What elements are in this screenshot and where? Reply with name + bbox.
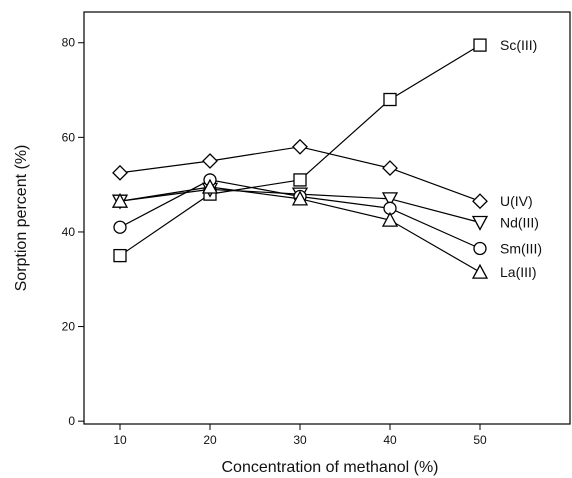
y-tick-label: 40	[62, 225, 76, 239]
series-label: La(III)	[500, 264, 537, 280]
x-tick-label: 10	[113, 433, 127, 447]
marker	[201, 178, 219, 194]
marker	[291, 190, 309, 206]
marker	[471, 263, 489, 279]
x-tick-label: 30	[293, 433, 307, 447]
x-tick-label: 50	[473, 433, 487, 447]
marker	[381, 211, 399, 227]
series-label: Sm(III)	[500, 241, 542, 257]
y-tick-label: 0	[68, 414, 75, 428]
marker	[293, 173, 307, 187]
marker	[383, 92, 397, 107]
marker	[473, 241, 487, 256]
marker	[292, 138, 308, 155]
series-label: U(IV)	[500, 193, 533, 209]
marker	[113, 220, 127, 234]
y-axis-label: Sorption percent (%)	[13, 145, 30, 292]
x-tick-label: 40	[383, 433, 397, 447]
plot-frame	[83, 11, 571, 425]
y-tick-label: 60	[62, 130, 76, 144]
marker	[382, 160, 398, 177]
marker	[472, 193, 488, 210]
x-tick-label: 20	[203, 433, 217, 447]
marker	[113, 248, 127, 263]
marker	[202, 153, 218, 169]
y-tick-label: 80	[62, 36, 76, 50]
marker	[112, 164, 128, 181]
series-label: Nd(III)	[500, 214, 539, 230]
marker	[471, 215, 489, 231]
marker	[473, 38, 487, 52]
marker	[111, 192, 129, 208]
marker	[381, 192, 399, 208]
x-axis-label: Concentration of methanol (%)	[222, 459, 439, 476]
y-tick-label: 20	[62, 320, 76, 334]
series-label: Sc(III)	[500, 37, 537, 53]
